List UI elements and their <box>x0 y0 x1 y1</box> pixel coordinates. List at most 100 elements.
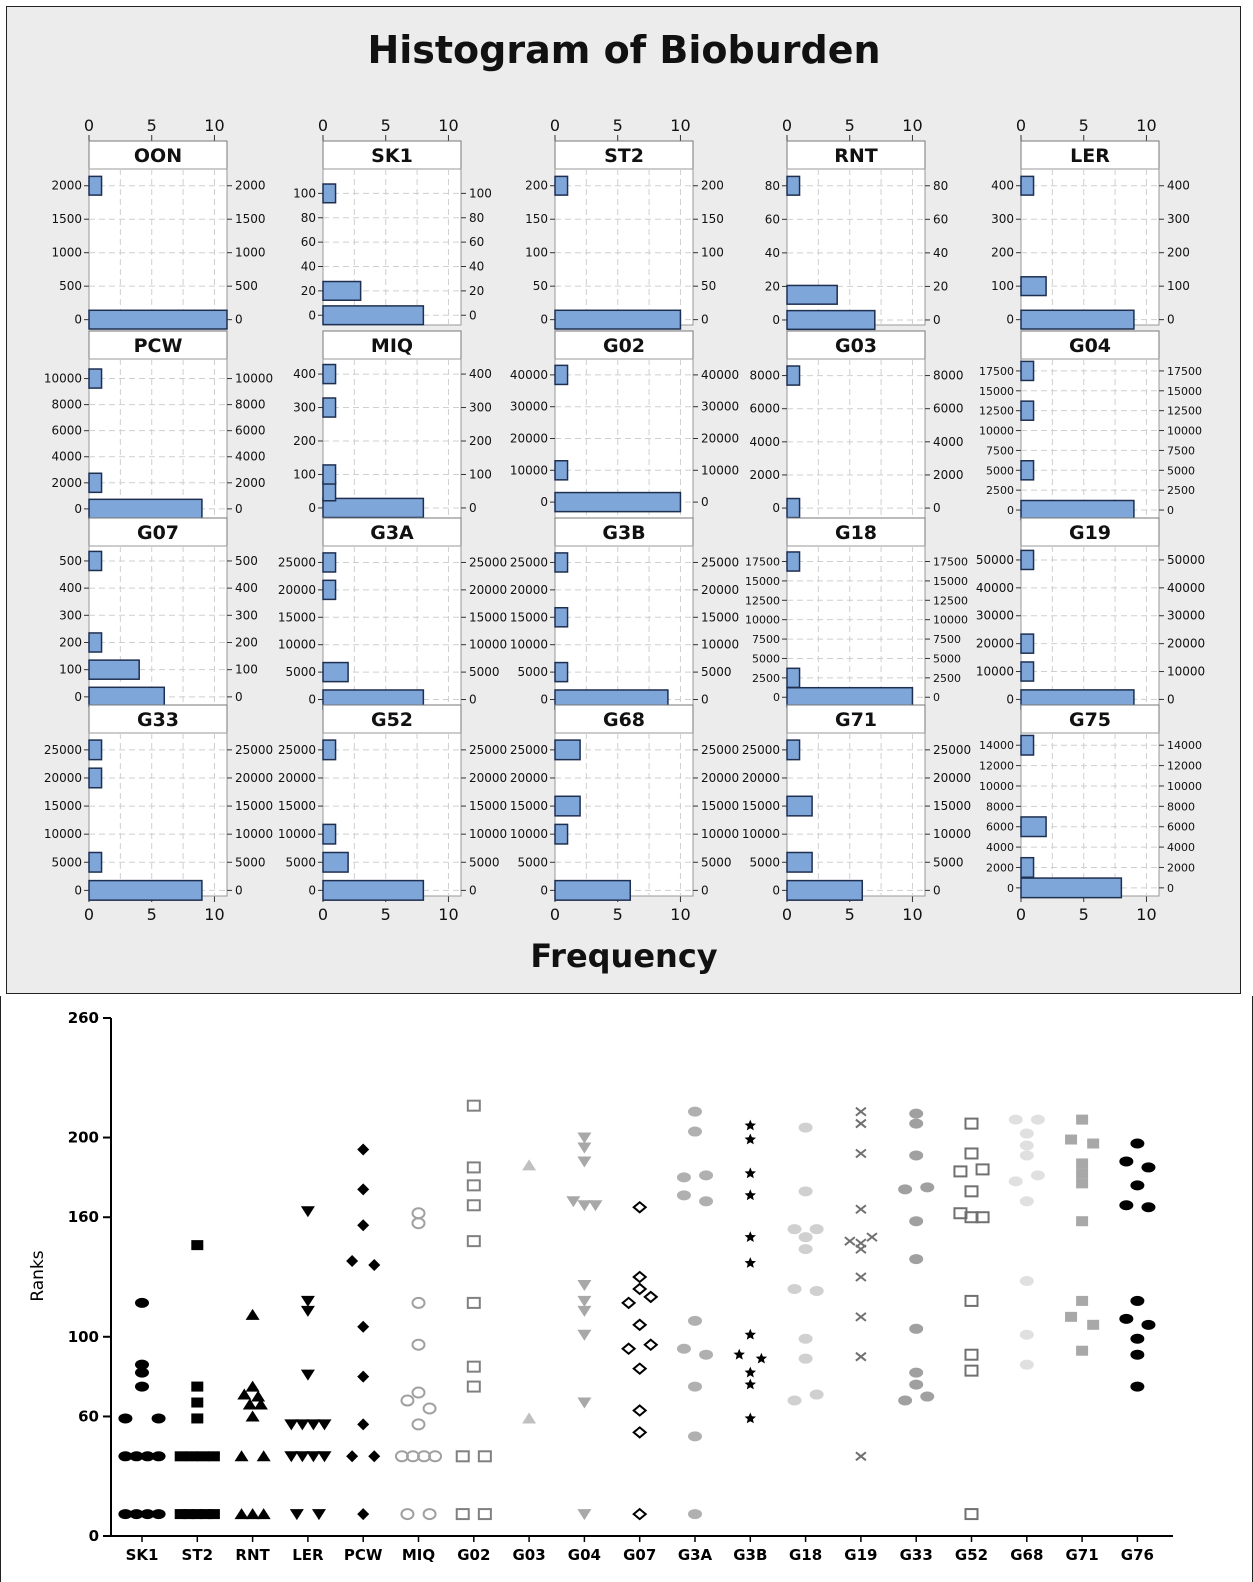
histogram-bar <box>88 767 103 789</box>
y-tick-label: 60 <box>78 1407 99 1425</box>
data-point <box>245 1508 260 1520</box>
x-axis-label: Frequency <box>530 937 717 975</box>
histogram-panel-rnt: RNT 0 0 20 20 40 40 60 60 80 80 <box>765 140 948 331</box>
data-point <box>588 1200 603 1212</box>
y-tick-label-left: 10000 <box>44 827 82 841</box>
data-point <box>566 1196 581 1208</box>
data-point <box>411 1207 426 1220</box>
data-point <box>898 1395 913 1406</box>
data-point <box>975 1211 990 1224</box>
panel-plot-area <box>554 545 694 706</box>
y-tick-label-right: 15000 <box>701 799 739 813</box>
y-tick-label-left: 20000 <box>976 637 1014 651</box>
x-tick-label: G68 <box>1010 1546 1043 1564</box>
data-point <box>1019 1196 1034 1207</box>
y-tick-label-left: 6000 <box>986 821 1014 834</box>
y-tick-label-right: 2500 <box>1167 484 1195 497</box>
histogram-bar <box>786 284 838 305</box>
data-point <box>844 1236 856 1246</box>
data-point <box>118 1413 133 1424</box>
histogram-bar <box>554 364 569 386</box>
y-tick-label-right: 20000 <box>469 583 507 597</box>
y-tick-label-left: 20000 <box>742 771 780 785</box>
data-point <box>477 1508 492 1521</box>
data-point <box>964 1147 979 1160</box>
y-tick-label-right: 0 <box>701 495 709 509</box>
series-sk1 <box>118 1297 166 1520</box>
data-point <box>643 1338 659 1352</box>
histogram-panel-g33: G33 0 0 5000 5000 10000 10000 15000 15000 20000 20… <box>44 704 273 901</box>
data-point <box>317 1451 332 1463</box>
histogram-bar <box>322 579 337 601</box>
y-tick-label-right: 8000 <box>235 398 266 412</box>
y-tick-label-left: 15000 <box>745 575 780 588</box>
y-tick-label-left: 7500 <box>752 633 780 646</box>
y-tick-label-right: 0 <box>235 883 243 897</box>
histogram-panel-g04: G04 0 0 2500 2500 5000 5000 7500 7500 10000 10000 1… <box>979 330 1202 521</box>
data-point <box>676 1172 691 1183</box>
histogram-panel-g03: G03 0 0 2000 2000 4000 4000 6000 6000 8000 8000 <box>749 330 964 519</box>
y-tick-label-right: 6000 <box>235 424 266 438</box>
ranks-figure: Ranks 0 60 100 160 200 260 SK1 ST2 RNT LER PCW MIQ G… <box>0 996 1253 1582</box>
y-tick-label-right: 15000 <box>469 799 507 813</box>
histogram-bar <box>1020 276 1047 297</box>
y-tick-label-left: 6000 <box>51 424 82 438</box>
y-tick-label-right: 0 <box>933 501 941 515</box>
data-point <box>411 1386 426 1399</box>
data-point <box>787 1395 802 1406</box>
chart-title: Histogram of Bioburden <box>367 28 880 72</box>
histogram-panel-miq: MIQ 0 0 100 100 200 200 300 300 400 400 <box>293 330 492 519</box>
y-tick-label-right: 10000 <box>1167 780 1202 793</box>
y-tick-label-right: 0 <box>235 502 243 516</box>
histogram-bar <box>322 851 349 873</box>
y-tick-label-left: 5000 <box>986 464 1014 477</box>
x-tick-label-top: 5 <box>1079 116 1089 135</box>
data-point <box>798 1353 813 1364</box>
data-point <box>632 1404 648 1417</box>
x-tick-label-top: 5 <box>613 116 623 135</box>
panel-header <box>786 517 926 547</box>
data-point <box>357 1370 370 1383</box>
y-tick-label-left: 10000 <box>742 827 780 841</box>
panel-header <box>786 330 926 360</box>
y-tick-label-left: 2500 <box>986 484 1014 497</box>
y-tick-label-right: 10000 <box>469 827 507 841</box>
data-point <box>632 1318 648 1332</box>
data-point <box>744 1366 756 1378</box>
data-point <box>964 1185 979 1198</box>
histogram-bar <box>88 851 103 873</box>
data-point <box>909 1118 924 1129</box>
panel-plot-area <box>88 545 228 706</box>
data-point <box>1065 1311 1078 1322</box>
y-tick-label-left: 2000 <box>51 179 82 193</box>
data-point <box>357 1219 370 1232</box>
x-tick-label-bottom: 10 <box>438 905 458 924</box>
series-g03 <box>522 1159 537 1424</box>
y-tick-label-left: 500 <box>59 279 82 293</box>
y-tick-label-right: 15000 <box>933 799 971 813</box>
series-g33 <box>898 1108 935 1406</box>
histogram-bar <box>322 183 337 204</box>
y-tick-label: 160 <box>68 1208 99 1226</box>
data-point <box>466 1179 481 1192</box>
histogram-bar <box>554 491 682 513</box>
y-tick-label-right: 25000 <box>933 743 971 757</box>
data-point <box>577 1279 592 1291</box>
series-miq <box>394 1207 443 1521</box>
y-tick-label-left: 15000 <box>742 799 780 813</box>
histogram-bar <box>786 795 813 817</box>
y-tick-label-right: 17500 <box>933 556 968 569</box>
y-tick-label-left: 0 <box>1006 692 1014 706</box>
histogram-bar <box>1020 633 1035 654</box>
data-point <box>1019 1150 1034 1161</box>
data-point <box>1076 1345 1089 1356</box>
series-g3b <box>733 1119 768 1424</box>
data-point <box>577 1142 592 1154</box>
y-tick-label-left: 20000 <box>510 583 548 597</box>
data-point <box>699 1170 714 1181</box>
y-tick-label-left: 15000 <box>278 610 316 624</box>
y-tick-label-left: 100 <box>293 186 316 200</box>
data-point <box>920 1182 935 1193</box>
y-tick-label-right: 10000 <box>933 614 968 627</box>
y-tick-label-right: 40 <box>469 260 484 274</box>
